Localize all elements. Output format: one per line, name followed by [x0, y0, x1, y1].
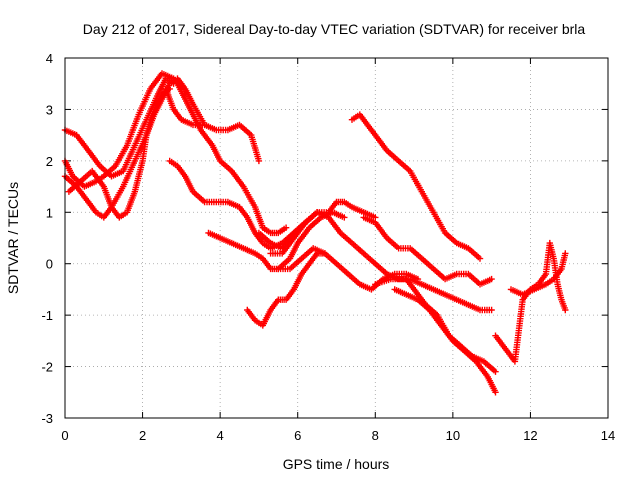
- y-axis-label: SDTVAR / TECUs: [5, 182, 21, 294]
- x-tick-label: 10: [446, 428, 460, 443]
- chart-title: Day 212 of 2017, Sidereal Day-to-day VTE…: [83, 21, 586, 37]
- y-tick-label: 4: [46, 51, 53, 66]
- series-track-h: [205, 209, 348, 273]
- series-track-r: [507, 250, 569, 298]
- data-point: [492, 389, 499, 396]
- y-tick-label: -2: [41, 360, 53, 375]
- grid-layer: [65, 58, 608, 418]
- series-track-d: [65, 85, 173, 221]
- series-track-g: [166, 157, 321, 252]
- data-point: [488, 306, 495, 314]
- data-point: [476, 255, 484, 262]
- series-track-e: [162, 85, 263, 165]
- data-point: [341, 214, 348, 221]
- x-tick-label: 0: [61, 428, 68, 443]
- plot-frame: [64, 57, 609, 419]
- y-tick-label: 1: [46, 205, 53, 220]
- y-tick-label: -3: [41, 411, 53, 426]
- x-tick-label: 4: [217, 428, 224, 443]
- series-track-m: [348, 111, 484, 262]
- x-axis-label: GPS time / hours: [283, 456, 390, 472]
- series-track-j: [255, 198, 379, 252]
- data-point: [255, 157, 263, 165]
- x-tick-label: 8: [372, 428, 379, 443]
- series-track-i: [244, 250, 329, 329]
- x-tick-label: 12: [523, 428, 537, 443]
- y-tick-label: 0: [46, 257, 53, 272]
- data-point: [488, 275, 495, 283]
- x-tick-label: 2: [139, 428, 146, 443]
- series-track-f: [174, 80, 290, 237]
- x-tick-label: 14: [601, 428, 615, 443]
- series-track-l: [275, 245, 422, 293]
- data-point: [282, 224, 290, 231]
- data-marks: [61, 70, 569, 396]
- data-point: [492, 368, 499, 375]
- series-track-n: [360, 214, 495, 288]
- x-tick-label: 6: [294, 428, 301, 443]
- data-point: [562, 306, 569, 314]
- series-track-p: [391, 286, 499, 396]
- data-point: [562, 250, 569, 257]
- y-tick-label: -1: [41, 308, 53, 323]
- data-point: [414, 275, 422, 283]
- y-tick-label: 2: [46, 154, 53, 169]
- y-tick-label: 3: [46, 102, 53, 117]
